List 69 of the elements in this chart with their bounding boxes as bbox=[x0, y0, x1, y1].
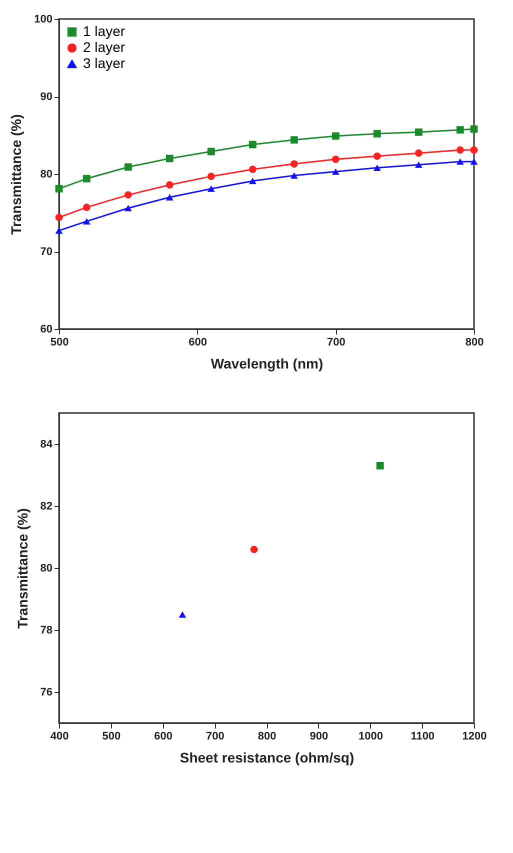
point bbox=[414, 161, 422, 168]
point bbox=[55, 185, 63, 192]
x-axis-title: Sheet resistance (ohm/sq) bbox=[180, 750, 354, 766]
point bbox=[376, 462, 384, 470]
point bbox=[124, 163, 132, 171]
point bbox=[290, 136, 298, 144]
legend-label: 3 layer bbox=[83, 55, 126, 71]
y-tick-label: 60 bbox=[40, 324, 52, 336]
point bbox=[456, 158, 464, 165]
point bbox=[55, 214, 63, 222]
x-tick-label: 600 bbox=[154, 730, 172, 742]
point bbox=[470, 158, 478, 165]
x-tick-label: 1100 bbox=[410, 730, 435, 742]
y-tick-label: 78 bbox=[40, 624, 52, 636]
point bbox=[414, 128, 422, 136]
x-tick-label: 500 bbox=[102, 730, 121, 742]
y-tick-label: 70 bbox=[40, 246, 52, 258]
point bbox=[470, 125, 478, 133]
point bbox=[207, 148, 215, 156]
y-tick-label: 90 bbox=[40, 91, 52, 103]
point bbox=[124, 204, 132, 212]
point bbox=[82, 218, 90, 224]
point bbox=[414, 149, 422, 157]
point bbox=[248, 178, 256, 184]
point bbox=[178, 611, 186, 618]
y-tick-label: 80 bbox=[40, 562, 52, 574]
legend-label: 1 layer bbox=[83, 23, 126, 39]
y-axis-title: Transmittance (%) bbox=[14, 508, 30, 629]
x-axis-title: Wavelength (nm) bbox=[210, 356, 324, 372]
x-tick-label: 400 bbox=[50, 730, 69, 742]
y-tick-label: 76 bbox=[40, 686, 52, 698]
point bbox=[332, 156, 340, 163]
y-tick-label: 80 bbox=[40, 168, 52, 180]
x-tick-label: 700 bbox=[326, 336, 346, 348]
x-tick-label: 700 bbox=[206, 730, 224, 742]
y-tick-label: 100 bbox=[34, 14, 52, 26]
point bbox=[290, 160, 298, 168]
point bbox=[373, 164, 381, 172]
x-tick-label: 800 bbox=[465, 336, 484, 348]
point bbox=[290, 172, 298, 179]
point bbox=[332, 132, 340, 140]
legend-label: 2 layer bbox=[83, 39, 126, 55]
y-tick-label: 84 bbox=[40, 438, 54, 450]
point bbox=[456, 146, 464, 154]
point bbox=[207, 186, 215, 192]
point bbox=[55, 227, 63, 234]
x-tick-label: 500 bbox=[50, 336, 69, 348]
point bbox=[166, 194, 174, 200]
x-tick-label: 1200 bbox=[462, 730, 487, 742]
point bbox=[470, 146, 478, 154]
point bbox=[248, 166, 256, 174]
point bbox=[248, 140, 256, 148]
y-tick-label: 82 bbox=[40, 500, 52, 512]
x-tick-label: 800 bbox=[258, 730, 276, 742]
point bbox=[207, 172, 215, 180]
point bbox=[82, 174, 90, 182]
x-tick-label: 900 bbox=[310, 730, 328, 742]
point bbox=[332, 168, 340, 175]
point bbox=[124, 191, 132, 199]
point bbox=[82, 204, 90, 212]
y-axis-title: Transmittance (%) bbox=[8, 114, 24, 235]
point bbox=[456, 126, 464, 134]
x-tick-label: 600 bbox=[188, 336, 208, 348]
point bbox=[250, 546, 258, 554]
point bbox=[166, 181, 174, 189]
point bbox=[373, 130, 381, 138]
x-tick-label: 1000 bbox=[358, 730, 383, 742]
point bbox=[373, 152, 381, 160]
point bbox=[166, 154, 174, 162]
